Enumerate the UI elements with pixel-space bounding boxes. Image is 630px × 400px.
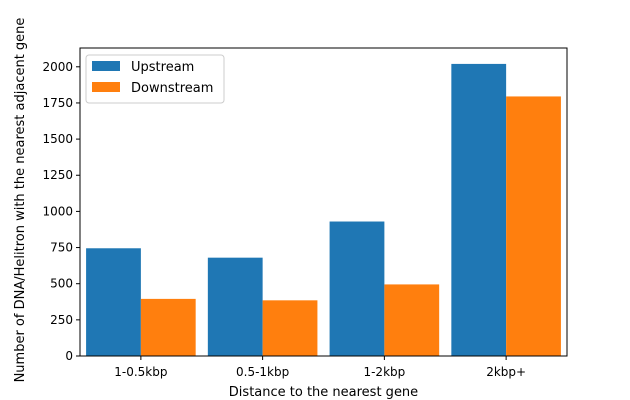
y-tick-label: 1000 (42, 204, 73, 218)
bar-upstream-1 (207, 257, 263, 356)
y-tick-label: 0 (65, 349, 73, 363)
y-tick-label: 500 (50, 277, 73, 291)
legend-box (85, 54, 225, 104)
bar-upstream-3 (451, 63, 507, 356)
x-tick-label: 0.5-1kbp (236, 365, 289, 379)
x-tick-label: 1-2kbp (363, 365, 405, 379)
bar-downstream-0 (140, 298, 196, 356)
bar-downstream-1 (262, 300, 318, 356)
legend-swatch-downstream (92, 82, 120, 92)
y-tick-label: 1500 (42, 132, 73, 146)
bar-upstream-0 (86, 248, 141, 356)
y-tick-label: 2000 (42, 60, 73, 74)
x-tick-label: 1-0.5kbp (114, 365, 167, 379)
plot-frame (79, 47, 568, 357)
legend: Upstream Downstream (85, 54, 225, 104)
legend-swatch-upstream (92, 61, 120, 71)
bar-downstream-2 (384, 284, 440, 356)
legend-label-downstream: Downstream (131, 81, 213, 96)
bars-group (86, 63, 561, 356)
x-tick-label: 2kbp+ (486, 365, 526, 379)
y-tick-label: 1750 (42, 96, 73, 110)
bar-downstream-3 (506, 96, 561, 356)
x-axis-label: Distance to the nearest gene (229, 385, 418, 400)
y-tick-label: 1250 (42, 168, 73, 182)
y-tick-label: 750 (50, 241, 73, 255)
y-tick-label: 250 (50, 313, 73, 327)
y-axis-ticks: 0 250 500 750 1000 1250 1500 1750 2000 (42, 60, 80, 363)
x-axis-ticks: 1-0.5kbp 0.5-1kbp 1-2kbp 2kbp+ (114, 356, 526, 379)
legend-label-upstream: Upstream (131, 60, 194, 75)
bar-upstream-2 (329, 221, 385, 356)
y-axis-label: Number of DNA/Helitron with the nearest … (13, 18, 28, 383)
